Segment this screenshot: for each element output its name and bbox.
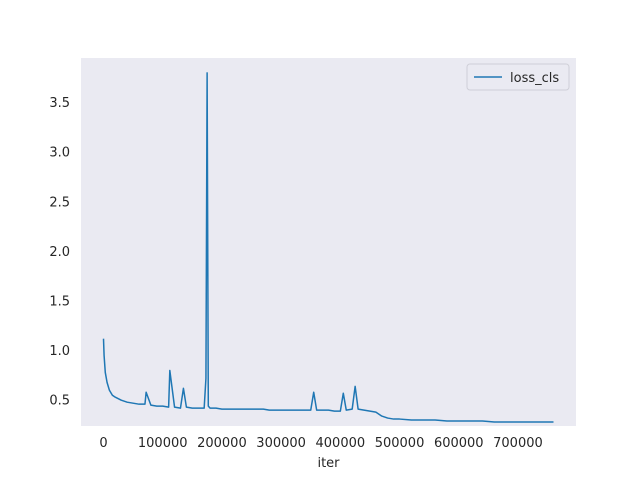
- legend: loss_cls: [466, 63, 570, 91]
- x-tick-label: 100000: [138, 436, 188, 451]
- legend-box: [466, 63, 570, 91]
- y-tick-label: 3.5: [49, 96, 70, 111]
- legend-series-label: loss_cls: [510, 71, 559, 86]
- x-tick-label: 0: [99, 436, 107, 451]
- x-tick-label: 700000: [493, 436, 543, 451]
- x-tick-label: 600000: [434, 436, 484, 451]
- y-tick-label: 2.5: [49, 195, 70, 210]
- x-axis-label: iter: [317, 456, 340, 471]
- x-tick-label: 200000: [197, 436, 247, 451]
- y-tick-label: 1.5: [49, 295, 70, 310]
- x-tick-label: 500000: [375, 436, 425, 451]
- series-line-0: [102, 72, 554, 423]
- y-axis-ticks: 0.5 1.0 1.5 2.0 2.5 3.0 3.5: [49, 96, 70, 409]
- y-tick-label: 1.0: [49, 344, 70, 359]
- y-tick-label: 0.5: [49, 394, 70, 409]
- x-tick-label: 300000: [256, 436, 306, 451]
- y-tick-label: 2.0: [49, 245, 70, 260]
- series-layer: [102, 72, 554, 423]
- plot-area: [81, 58, 576, 426]
- x-axis-ticks: 0 100000 200000 300000 400000 500000 600000 700…: [99, 436, 542, 451]
- y-tick-label: 3.0: [49, 146, 70, 161]
- x-tick-label: 400000: [316, 436, 366, 451]
